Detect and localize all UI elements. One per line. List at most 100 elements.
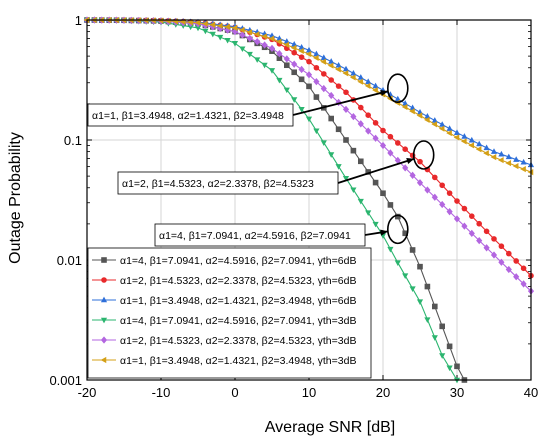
series-marker — [431, 117, 438, 123]
series-marker — [298, 43, 305, 50]
series-marker — [387, 133, 394, 140]
series-marker — [387, 202, 394, 208]
series-marker — [498, 150, 505, 157]
series-marker — [513, 156, 520, 162]
series-marker — [424, 317, 431, 323]
series-marker — [342, 65, 350, 72]
series-marker — [475, 146, 482, 153]
series-marker — [490, 251, 498, 259]
annotation-text: α1=1, β1=3.4948, α2=1.4321, β2=3.4948 — [92, 110, 284, 122]
series-marker — [239, 31, 246, 39]
series-marker — [209, 31, 216, 38]
legend-label: α1=4, β1=7.0941, α2=4.5916, β2=7.0941, γ… — [120, 315, 356, 327]
series-marker — [476, 236, 483, 245]
series-marker — [327, 62, 334, 69]
series-marker — [298, 106, 305, 113]
series-marker — [350, 147, 357, 154]
series-marker — [424, 186, 431, 194]
series-marker — [187, 19, 193, 26]
series-marker — [343, 137, 349, 143]
series-marker — [313, 78, 320, 86]
series-marker — [284, 62, 290, 69]
series-marker — [246, 34, 253, 42]
series-marker — [431, 193, 438, 201]
series-marker — [306, 58, 312, 65]
legend-marker — [100, 317, 108, 324]
series-marker — [402, 100, 409, 106]
series-marker — [461, 205, 468, 212]
series-marker — [276, 77, 283, 84]
series-marker — [432, 303, 438, 310]
series-marker — [239, 26, 245, 34]
series-marker — [231, 24, 238, 31]
legend-box — [87, 247, 372, 379]
series-marker — [350, 69, 357, 76]
series-marker — [357, 120, 364, 128]
series-marker — [498, 258, 505, 266]
series-marker — [454, 198, 460, 204]
series-marker — [357, 78, 364, 85]
series-marker — [283, 55, 290, 63]
series-marker — [438, 125, 445, 132]
series-marker — [194, 25, 202, 32]
series-marker — [372, 134, 379, 142]
series-marker — [320, 54, 327, 60]
legend-marker — [101, 277, 107, 283]
series-marker — [328, 91, 335, 100]
series-marker — [506, 250, 512, 257]
series-marker — [461, 133, 468, 139]
series-marker — [365, 78, 372, 84]
series-marker — [253, 31, 260, 38]
series-marker — [335, 98, 342, 107]
legend-marker — [100, 356, 107, 364]
series-marker — [217, 34, 224, 41]
series-marker — [365, 112, 372, 118]
series-marker — [328, 58, 335, 64]
series-marker — [224, 23, 230, 30]
series-marker — [490, 148, 498, 154]
series-marker — [498, 243, 505, 250]
annotation-arrowhead — [406, 158, 415, 164]
series-marker — [254, 38, 261, 46]
series-marker — [358, 158, 364, 165]
series-marker — [216, 22, 223, 29]
legend-entry-6: α1=1, β1=3.4948, α2=1.4321, β2=3.4948, γ… — [92, 355, 356, 367]
series-marker — [394, 260, 401, 267]
series-marker — [439, 323, 445, 330]
series-marker — [268, 44, 276, 53]
legend-entry-1: α1=4, β1=7.0941, α2=4.5916, β2=7.0941, γ… — [92, 255, 356, 267]
series-marker — [483, 150, 489, 157]
series-marker — [439, 200, 446, 209]
x-tick-label: 20 — [376, 385, 390, 400]
x-axis-label: Average SNR [dB] — [265, 419, 395, 436]
series-marker — [313, 54, 319, 61]
series-marker — [365, 169, 371, 175]
series-marker — [276, 50, 283, 58]
series-marker — [357, 74, 364, 80]
series-marker — [335, 126, 342, 133]
y-tick-label: 0.1 — [64, 133, 82, 148]
series-marker — [350, 112, 357, 121]
legend-entry-4: α1=4, β1=7.0941, α2=4.5916, β2=7.0941, γ… — [92, 315, 356, 327]
annotation-arrow — [292, 90, 389, 116]
series-marker — [305, 50, 312, 58]
annotation-3: α1=4, β1=7.0941, α2=4.5916, β2=7.0941 — [154, 214, 409, 247]
series-marker — [387, 95, 393, 102]
series-6 — [83, 16, 534, 176]
series-marker — [342, 176, 350, 182]
series-marker — [276, 38, 282, 45]
annotation-text: α1=2, β1=4.5323, α2=2.3378, β2=4.5323 — [122, 178, 314, 190]
series-marker — [372, 120, 379, 126]
series-marker — [328, 152, 335, 158]
series-marker — [298, 47, 304, 55]
y-tick-label: 0.001 — [49, 373, 82, 388]
series-marker — [454, 363, 460, 370]
series-marker — [194, 19, 201, 26]
annotation-arrow — [337, 157, 415, 184]
series-marker — [453, 215, 461, 223]
series-marker — [446, 125, 453, 131]
series-marker — [283, 41, 290, 48]
series-marker — [291, 69, 297, 76]
series-marker — [321, 71, 327, 77]
series-marker — [372, 87, 378, 94]
